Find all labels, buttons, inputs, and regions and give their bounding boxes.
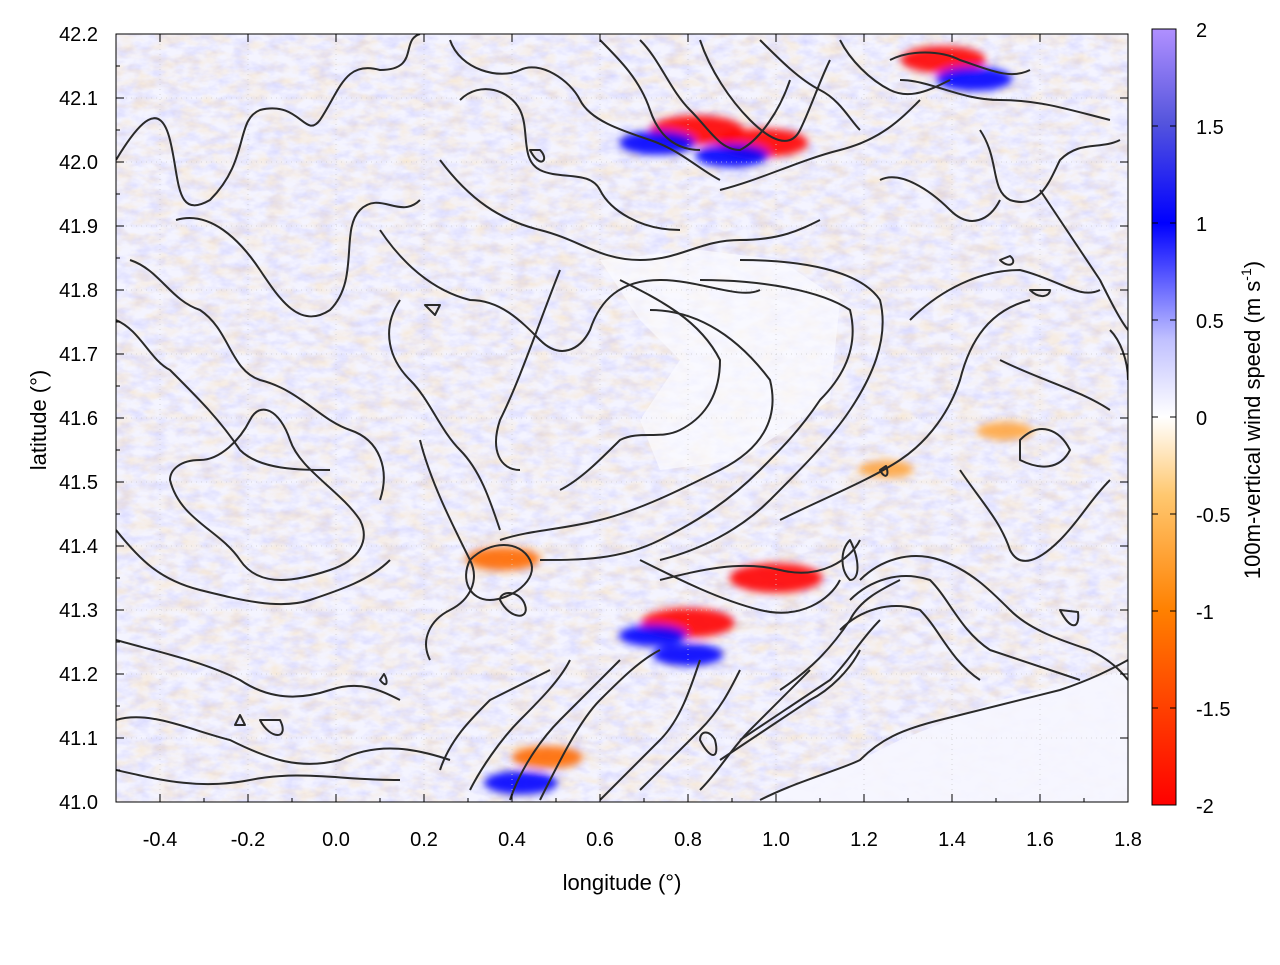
x-tick-label: 0.4 [498,829,526,851]
hotspot [466,547,540,571]
x-tick-label: 0.2 [410,829,438,851]
y-tick-label: 41.4 [59,536,98,558]
hotspot [618,624,687,647]
y-axis-label: latitude (°) [26,370,51,471]
y-tick-label: 41.5 [59,472,98,494]
y-tick-label: 42.2 [59,24,98,46]
y-tick-label: 41.0 [59,792,98,814]
y-tick-label: 42.0 [59,152,98,174]
y-tick-label: 41.8 [59,280,98,302]
y-axis: 41.0 41.1 41.2 41.3 41.4 41.5 41.6 41.7 41.8 41.9… [59,24,1128,814]
grid-lines [116,34,1128,802]
x-tick-label: 1.8 [1114,829,1142,851]
x-tick-label: -0.2 [231,829,265,851]
hotspot [484,771,558,795]
colorbar-tick-label: -1.5 [1196,699,1230,721]
y-tick-label: 41.1 [59,728,98,750]
colorbar-tick-label: -0.5 [1196,505,1230,527]
y-tick-label: 41.7 [59,344,98,366]
hotspot [511,745,583,769]
x-tick-label: 1.0 [762,829,790,851]
x-tick-label: 1.2 [850,829,878,851]
colorbar-tick-label: 2 [1196,20,1207,42]
hotspot [695,143,769,168]
colorbar-tick-label: 1.5 [1196,117,1224,139]
colorbar-tick-label: -2 [1196,796,1214,818]
colorbar-ticks: 2 1.5 1 0.5 0 -0.5 -1 -1.5 -2 [1152,20,1230,818]
terrain-contours [116,34,1128,801]
colorbar: 2 1.5 1 0.5 0 -0.5 -1 -1.5 -2 100m-vertical wind… [1151,20,1265,818]
colorbar-label: 100m-vertical wind speed (m s-1) [1238,261,1265,579]
x-tick-label: -0.4 [143,829,177,851]
y-tick-label: 41.6 [59,408,98,430]
hotspot [729,563,823,593]
x-tick-label: 0.8 [674,829,702,851]
colorbar-tick-label: 0.5 [1196,311,1224,333]
x-tick-label: 1.6 [1026,829,1054,851]
colorbar-tick-label: -1 [1196,602,1214,624]
x-tick-label: 0.6 [586,829,614,851]
x-tick-label: 0.0 [322,829,350,851]
y-tick-label: 42.1 [59,88,98,110]
y-tick-label: 41.3 [59,600,98,622]
x-axis-label: longitude (°) [563,870,682,895]
y-tick-label: 41.2 [59,664,98,686]
x-axis: -0.4 -0.2 0.0 0.2 0.4 0.6 0.8 1.0 1.2 1.4 1.6 1.8 [115,34,1142,851]
y-tick-label: 41.9 [59,216,98,238]
hotspot [935,66,1013,92]
x-tick-label: 1.4 [938,829,966,851]
colorbar-tick-label: 0 [1196,408,1207,430]
hotspot [976,421,1034,440]
colorbar-tick-label: 1 [1196,214,1207,236]
